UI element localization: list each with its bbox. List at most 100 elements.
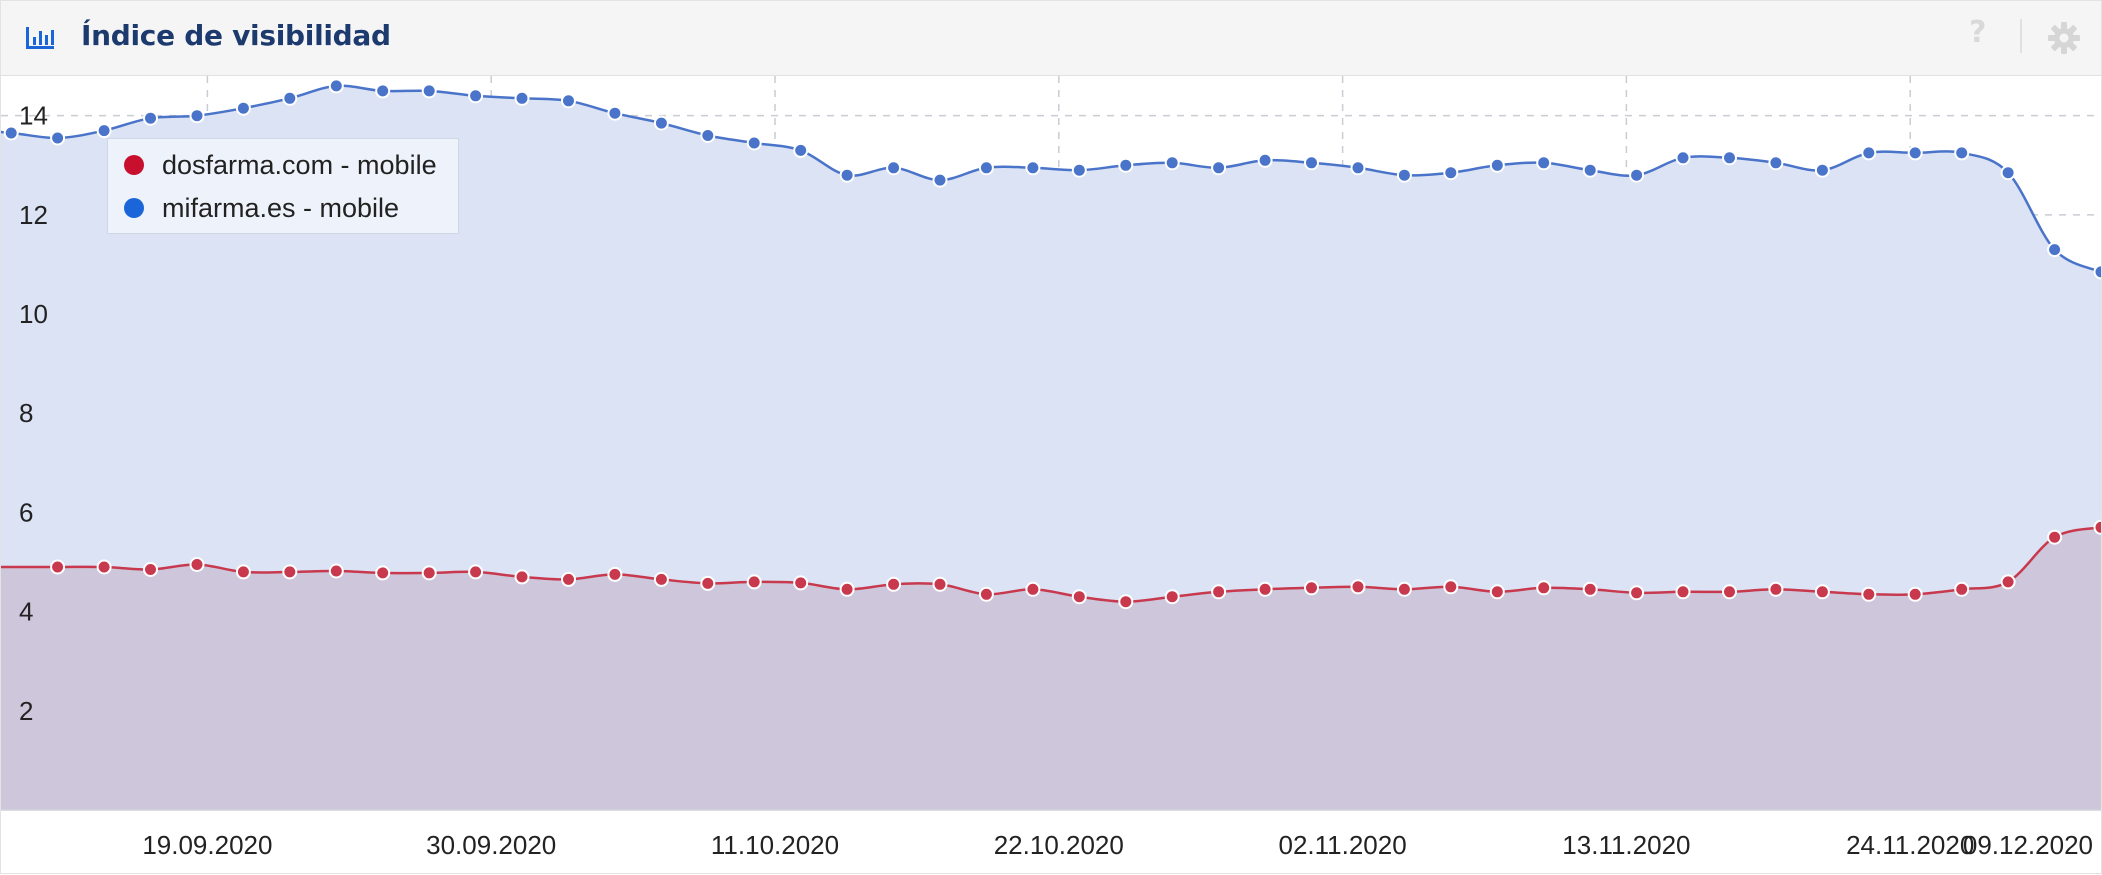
data-point-dosfarma <box>932 576 948 592</box>
y-tick-label: 6 <box>19 497 33 527</box>
data-point-mifarma <box>1675 150 1691 166</box>
data-point-mifarma <box>1211 160 1227 176</box>
data-point-dosfarma <box>1861 586 1877 602</box>
header-divider <box>2020 19 2022 53</box>
data-point-mifarma <box>282 90 298 106</box>
data-point-mifarma <box>1954 145 1970 161</box>
y-tick-label: 12 <box>19 200 48 230</box>
data-point-mifarma <box>3 125 19 141</box>
help-icon[interactable]: ? <box>1969 15 1987 50</box>
data-point-dosfarma <box>1536 580 1552 596</box>
data-point-mifarma <box>1304 155 1319 171</box>
x-tick-label: 30.09.2020 <box>426 830 556 860</box>
data-point-dosfarma <box>1675 584 1691 600</box>
y-tick-label: 14 <box>19 101 48 131</box>
data-point-mifarma <box>2047 242 2063 258</box>
data-point-mifarma <box>653 115 669 131</box>
data-point-dosfarma <box>143 562 158 577</box>
data-point-mifarma <box>607 105 623 121</box>
x-tick-label: 19.09.2020 <box>142 830 272 860</box>
data-point-dosfarma <box>1304 580 1319 596</box>
data-point-dosfarma <box>375 565 391 581</box>
y-tick-label: 2 <box>19 696 33 726</box>
data-point-mifarma <box>561 93 576 109</box>
data-point-mifarma <box>1071 162 1087 178</box>
data-point-mifarma <box>839 167 855 183</box>
bar-chart-icon <box>26 27 54 49</box>
data-point-mifarma <box>1025 160 1041 176</box>
data-point-mifarma <box>2000 165 2016 181</box>
data-point-dosfarma <box>1768 581 1784 597</box>
data-point-mifarma <box>746 135 762 151</box>
data-point-dosfarma <box>653 571 669 587</box>
y-tick-label: 8 <box>19 398 33 428</box>
data-point-dosfarma <box>1350 579 1366 595</box>
data-point-dosfarma <box>235 564 251 580</box>
gear-icon[interactable] <box>2047 21 2081 55</box>
data-point-dosfarma <box>978 586 994 602</box>
data-point-dosfarma <box>50 559 66 575</box>
data-point-mifarma <box>1536 155 1552 171</box>
chart-legend: dosfarma.com - mobile mifarma.es - mobil… <box>107 138 459 234</box>
data-point-dosfarma <box>1443 579 1459 595</box>
x-tick-label: 11.10.2020 <box>711 830 839 860</box>
data-point-mifarma <box>1164 155 1180 171</box>
series-line-dosfarma <box>1 526 2101 603</box>
data-point-mifarma <box>700 128 716 143</box>
data-point-dosfarma <box>1489 584 1505 600</box>
x-tick-label: 22.10.2020 <box>994 830 1124 860</box>
data-point-dosfarma <box>1629 585 1645 601</box>
data-point-dosfarma <box>1071 589 1087 605</box>
legend-label-dosfarma: dosfarma.com - mobile <box>162 149 437 180</box>
legend-item-mifarma[interactable]: mifarma.es - mobile <box>118 188 399 228</box>
data-point-dosfarma <box>2000 574 2016 590</box>
data-point-mifarma <box>1118 157 1134 173</box>
data-point-mifarma <box>1350 160 1366 176</box>
data-point-dosfarma <box>189 557 205 572</box>
data-point-dosfarma <box>1025 581 1041 597</box>
legend-item-dosfarma[interactable]: dosfarma.com - mobile <box>118 145 437 185</box>
x-tick-label: 13.11.2020 <box>1562 830 1690 860</box>
x-tick-label: 09.12.2020 <box>1963 830 2093 860</box>
data-point-dosfarma <box>1164 589 1180 605</box>
data-point-dosfarma <box>1814 584 1830 600</box>
y-tick-label: 10 <box>19 299 48 329</box>
visibility-chart: 2 4 6 8 10 12 14 19.09.2020 30.09.2020 11.10.2020… <box>1 76 2101 860</box>
data-point-mifarma <box>328 78 344 94</box>
data-point-dosfarma <box>1211 584 1227 600</box>
data-point-dosfarma <box>746 574 762 590</box>
data-point-mifarma <box>1861 145 1877 161</box>
legend-label-mifarma: mifarma.es - mobile <box>162 192 400 223</box>
series-area-dosfarma <box>1 527 2101 810</box>
y-tick-label: 4 <box>19 597 33 627</box>
data-point-dosfarma <box>839 581 855 597</box>
data-point-dosfarma <box>2047 529 2063 545</box>
x-tick-label: 24.11.2020 <box>1846 830 1974 860</box>
data-point-dosfarma <box>607 566 623 582</box>
data-point-mifarma <box>50 130 66 146</box>
data-point-mifarma <box>886 160 902 176</box>
data-point-dosfarma <box>1954 581 1970 597</box>
data-point-mifarma <box>1489 157 1505 173</box>
widget-header: Índice de visibilidad ? <box>1 1 2101 76</box>
data-point-mifarma <box>1722 150 1737 166</box>
data-point-mifarma <box>468 88 484 104</box>
data-point-dosfarma <box>2093 519 2101 535</box>
data-point-mifarma <box>1768 155 1784 171</box>
data-point-dosfarma <box>421 565 437 581</box>
data-point-dosfarma <box>1257 581 1273 597</box>
data-point-mifarma <box>235 100 251 116</box>
data-point-mifarma <box>932 172 948 188</box>
data-point-mifarma <box>2093 264 2101 280</box>
data-point-dosfarma <box>1722 584 1737 600</box>
legend-marker-mifarma <box>124 198 144 218</box>
data-point-mifarma <box>189 108 205 124</box>
data-point-dosfarma <box>886 576 902 592</box>
data-point-dosfarma <box>1907 586 1923 602</box>
data-point-dosfarma <box>561 571 576 587</box>
data-point-dosfarma <box>96 559 112 575</box>
data-point-mifarma <box>375 83 391 99</box>
data-point-mifarma <box>143 110 158 126</box>
data-point-mifarma <box>1443 165 1459 181</box>
data-point-mifarma <box>1629 167 1645 183</box>
